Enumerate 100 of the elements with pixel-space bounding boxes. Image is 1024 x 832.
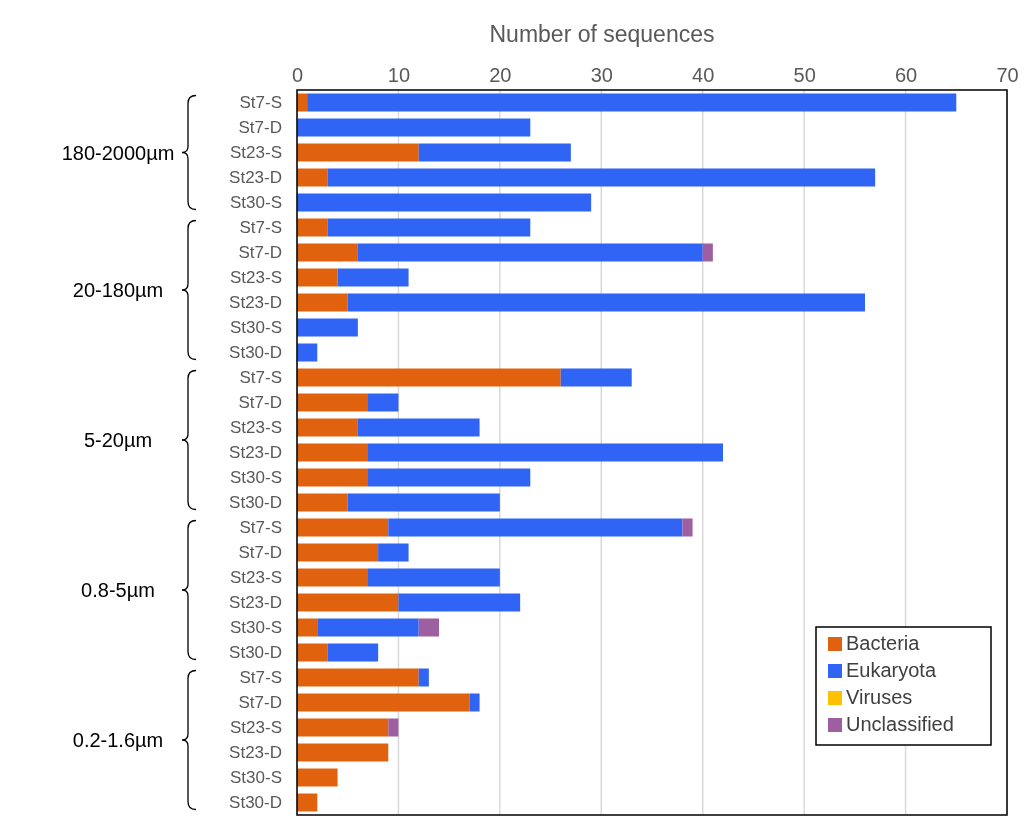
y-tick-label: St7-S [239, 667, 282, 687]
x-tick-label: 50 [793, 64, 816, 86]
bar [297, 143, 419, 162]
y-tick-label: St30-S [230, 617, 282, 637]
text: 0.2-1.6µm [72, 729, 164, 751]
bar [297, 468, 368, 487]
bar [297, 693, 470, 712]
bar [297, 193, 592, 212]
y-tick-label: St23-D [229, 167, 282, 187]
x-tick-label: 0 [291, 64, 304, 86]
y-tick-label: St7-D [238, 117, 282, 137]
bar [297, 418, 358, 437]
bar [418, 668, 429, 687]
bar [297, 268, 338, 287]
bar [327, 168, 876, 187]
bar [297, 393, 368, 412]
y-tick-label: St7-S [239, 367, 282, 387]
bar [297, 618, 318, 637]
bar [398, 593, 521, 612]
y-tick-label: St7-D [238, 392, 282, 412]
bar [368, 568, 500, 587]
bar [327, 643, 379, 662]
text: 0.8-5µm [81, 579, 155, 601]
bar [297, 318, 358, 337]
x-axis-title: Number of sequences [489, 21, 715, 47]
y-tick-label: St7-S [239, 217, 282, 237]
bar [297, 643, 328, 662]
bar [368, 393, 399, 412]
bar [357, 243, 703, 262]
bar [307, 93, 957, 112]
bar [702, 243, 713, 262]
legend-label: Viruses [846, 686, 913, 708]
bar [388, 718, 399, 737]
bar [418, 618, 439, 637]
bar [347, 293, 865, 312]
x-tick-label: 60 [894, 64, 918, 86]
y-tick-label: St23-S [230, 717, 282, 737]
y-tick-label: St7-S [239, 92, 282, 112]
y-tick-label: St30-D [229, 792, 282, 812]
bar [297, 793, 318, 812]
bar [297, 343, 318, 362]
bar [317, 618, 419, 637]
bar [297, 293, 348, 312]
bar [297, 743, 389, 762]
y-tick-label: St30-D [229, 342, 282, 362]
legend-label: Eukaryota [846, 659, 937, 681]
text: 5-20µm [83, 429, 153, 451]
bar [297, 368, 561, 387]
bar [357, 418, 480, 437]
bar [378, 543, 409, 562]
bar [297, 243, 358, 262]
y-tick-label: St30-S [230, 467, 282, 487]
legend-label: Bacteria [846, 632, 921, 654]
bar [469, 693, 480, 712]
x-tick-label: 70 [996, 64, 1019, 86]
y-tick-label: St23-S [230, 567, 282, 587]
bar [297, 168, 328, 187]
bar [368, 468, 531, 487]
bar [297, 118, 531, 137]
bar [297, 543, 379, 562]
x-tick-label: 40 [692, 64, 715, 86]
y-tick-label: St30-D [229, 492, 282, 512]
x-tick-label: 10 [387, 64, 411, 86]
bar [297, 668, 419, 687]
bar [297, 718, 389, 737]
bar [388, 518, 683, 537]
bar [368, 443, 723, 462]
bar [418, 143, 571, 162]
legend-label: Unclassified [846, 713, 954, 735]
text: 180-2000µm [61, 141, 175, 164]
bar [297, 218, 328, 237]
bar [347, 493, 500, 512]
y-tick-label: St30-S [230, 192, 282, 212]
x-tick-label: 20 [489, 64, 512, 86]
bar [337, 268, 409, 287]
y-tick-label: St23-D [229, 442, 282, 462]
y-tick-label: St23-D [229, 592, 282, 612]
y-tick-label: St23-S [230, 142, 282, 162]
y-tick-label: St30-S [230, 767, 282, 787]
bar [327, 218, 531, 237]
y-tick-label: St7-D [238, 692, 282, 712]
bar [297, 493, 348, 512]
bar [297, 443, 368, 462]
bar [560, 368, 632, 387]
bar [297, 568, 368, 587]
y-tick-label: St7-S [239, 517, 282, 537]
bar [297, 768, 338, 787]
bar [682, 518, 693, 537]
y-tick-label: St30-D [229, 642, 282, 662]
bar [297, 518, 389, 537]
y-tick-label: St7-D [238, 242, 282, 262]
y-tick-label: St30-S [230, 317, 282, 337]
y-tick-label: St7-D [238, 542, 282, 562]
y-tick-label: St23-D [229, 292, 282, 312]
y-tick-label: St23-S [230, 267, 282, 287]
text: 20-180µm [72, 279, 164, 301]
bar [297, 593, 399, 612]
y-tick-label: St23-D [229, 742, 282, 762]
x-tick-label: 30 [590, 64, 613, 86]
y-tick-label: St23-S [230, 417, 282, 437]
